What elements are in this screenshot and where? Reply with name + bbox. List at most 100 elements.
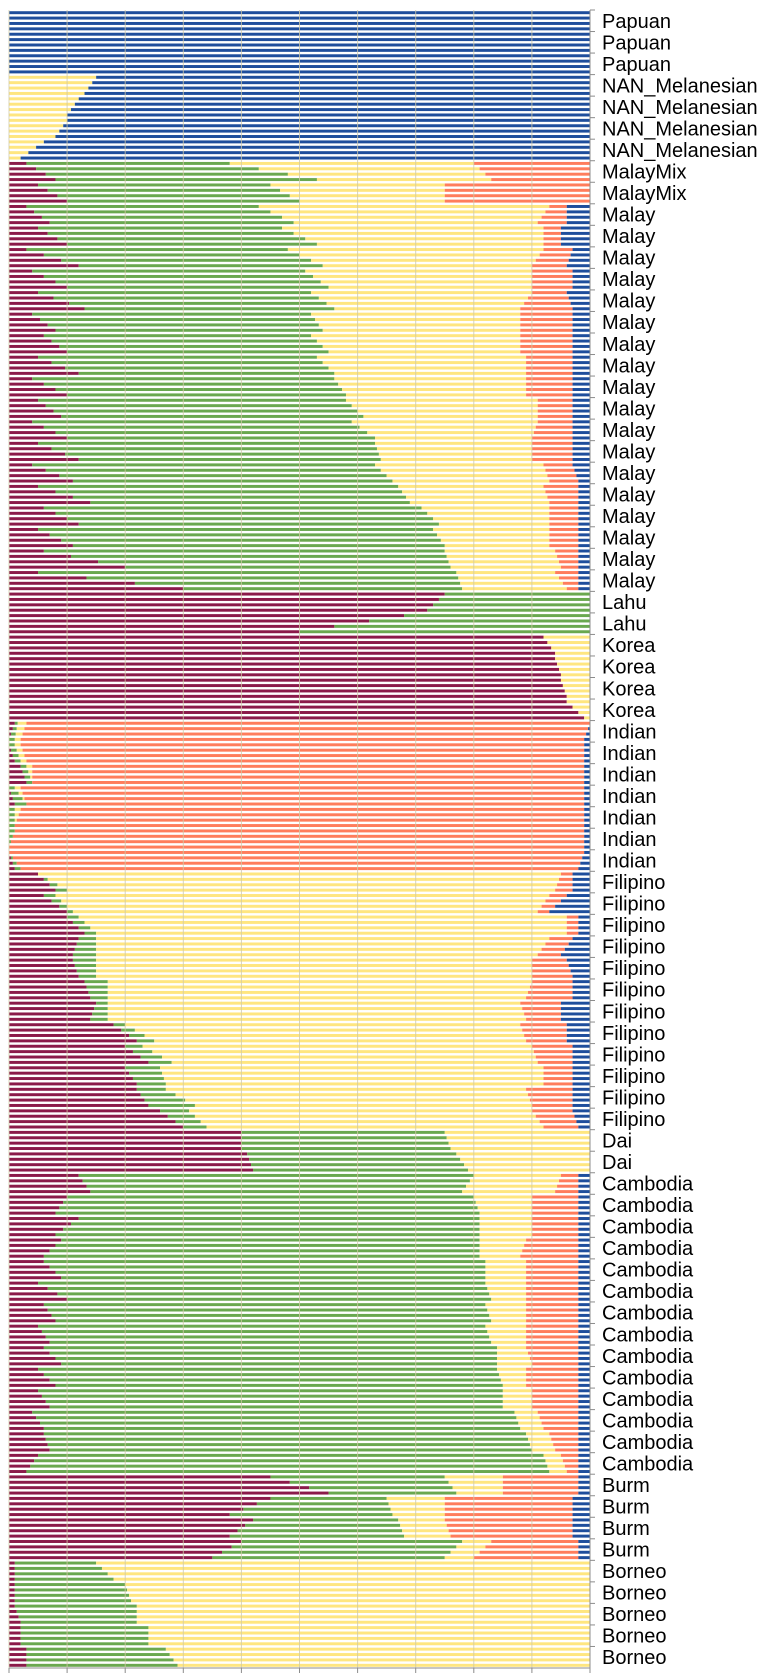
bar-segment-blue	[572, 382, 590, 386]
bar-segment-blue	[560, 242, 590, 246]
bar-segment-green	[38, 1324, 486, 1328]
bar-segment-blue	[560, 953, 590, 957]
bar-segment-yellow	[14, 786, 21, 790]
bar-segment-yellow	[444, 544, 550, 548]
bar-segment-maroon	[9, 597, 439, 601]
bar-segment-salmon	[557, 1184, 579, 1188]
bar-segment-blue	[578, 926, 590, 930]
bar-segment-salmon	[543, 1071, 573, 1075]
bar-segment-blue	[572, 441, 590, 445]
bar-segment-blue	[578, 1254, 590, 1258]
bar-segment-yellow	[363, 414, 538, 418]
bar-segment-salmon	[555, 571, 579, 575]
bar-segment-green	[14, 1572, 108, 1576]
bar-segment-green	[253, 1168, 468, 1172]
bar-segment-maroon	[9, 969, 77, 973]
group-label: Borneo	[602, 1561, 667, 1583]
bar-segment-yellow	[549, 1470, 567, 1473]
bar-segment-salmon	[531, 1233, 579, 1237]
bar-segment-yellow	[357, 409, 538, 413]
bar-segment-salmon	[526, 1340, 579, 1344]
bar-segment-salmon	[566, 915, 579, 919]
bar-segment-maroon	[9, 501, 91, 505]
bar-segment-yellow	[67, 888, 556, 892]
bar-segment-yellow	[547, 1464, 565, 1468]
bar-segment-salmon	[32, 770, 585, 774]
bar-segment-green	[55, 1211, 480, 1215]
bar-segment-maroon	[9, 1206, 60, 1210]
bar-segment-maroon	[9, 630, 300, 634]
bar-segment-maroon	[9, 1324, 39, 1328]
bar-segment-blue	[578, 554, 590, 558]
bar-segment-maroon	[9, 463, 33, 467]
bar-segment-blue	[560, 1012, 590, 1016]
bar-segment-green	[9, 786, 15, 790]
bar-segment-green	[43, 1432, 527, 1436]
bar-segment-yellow	[9, 145, 37, 149]
bar-segment-maroon	[9, 1190, 91, 1194]
group-label: NAN_Melanesian	[602, 75, 758, 97]
bar-segment-salmon	[528, 990, 573, 994]
bar-segment-maroon	[9, 1195, 68, 1199]
bar-segment-maroon	[9, 1276, 62, 1280]
bar-segment-salmon	[539, 253, 571, 257]
bar-segment-salmon	[537, 1060, 573, 1064]
bar-segment-blue	[578, 1206, 590, 1210]
bar-segment-blue	[574, 1114, 590, 1118]
bar-segment-salmon	[531, 1200, 579, 1204]
bar-segment-yellow	[177, 1663, 591, 1667]
bar-segment-salmon	[526, 1324, 579, 1328]
bar-segment-blue	[572, 355, 590, 359]
bar-segment-yellow	[485, 1324, 527, 1328]
bar-segment-yellow	[433, 527, 550, 531]
bar-segment-green	[14, 802, 27, 806]
bar-segment-maroon	[9, 1459, 35, 1463]
bar-segment-salmon	[529, 985, 573, 989]
bar-segment-yellow	[322, 344, 521, 348]
group-label: Malay	[602, 398, 655, 420]
bar-segment-maroon	[9, 554, 71, 558]
bar-segment-maroon	[9, 1480, 290, 1484]
bar-segment-green	[39, 1421, 519, 1425]
bar-segment-salmon	[526, 1270, 579, 1274]
bar-segment-yellow	[456, 1152, 590, 1156]
bar-segment-blue	[572, 1055, 590, 1059]
bar-segment-green	[14, 721, 18, 725]
group-label: Cambodia	[602, 1217, 694, 1239]
bar-segment-green	[72, 920, 85, 924]
bar-segment-blue	[578, 522, 590, 526]
bar-segment-green	[20, 1631, 149, 1635]
bar-segment-green	[67, 393, 346, 397]
group-label: Malay	[602, 248, 655, 270]
bar-segment-yellow	[17, 721, 27, 725]
bar-segment-yellow	[531, 1448, 556, 1452]
bar-segment-yellow	[473, 1195, 532, 1199]
group-label: Malay	[602, 463, 655, 485]
bar-segment-blue	[564, 947, 590, 951]
bar-segment-salmon	[543, 242, 561, 246]
bar-segment-blue	[578, 1459, 590, 1463]
bar-segment-yellow	[566, 694, 590, 698]
bar-segment-yellow	[502, 1405, 532, 1409]
bar-segment-maroon	[9, 506, 44, 510]
bar-segment-yellow	[566, 700, 590, 704]
bar-segment-yellow	[9, 102, 75, 106]
bar-segment-green	[289, 1480, 449, 1484]
bar-segment-maroon	[9, 624, 335, 628]
bar-segment-yellow	[322, 328, 521, 332]
bar-segment-maroon	[9, 1087, 137, 1091]
bar-segment-salmon	[547, 495, 579, 499]
bar-segment-salmon	[520, 334, 573, 338]
bar-segment-yellow	[409, 501, 550, 505]
bar-segment-maroon	[9, 1626, 21, 1630]
bar-segment-maroon	[9, 1270, 56, 1274]
bar-segment-yellow	[258, 167, 480, 171]
group-label: MalayMix	[602, 183, 686, 205]
bar-segment-blue	[572, 414, 590, 418]
bar-segment-yellow	[562, 684, 590, 688]
bar-segment-salmon	[531, 969, 571, 973]
bar-segment-green	[43, 1426, 521, 1430]
bar-segment-yellow	[446, 1136, 590, 1140]
group-label: NAN_Melanesian	[602, 118, 758, 140]
bar-segment-maroon	[9, 894, 44, 897]
